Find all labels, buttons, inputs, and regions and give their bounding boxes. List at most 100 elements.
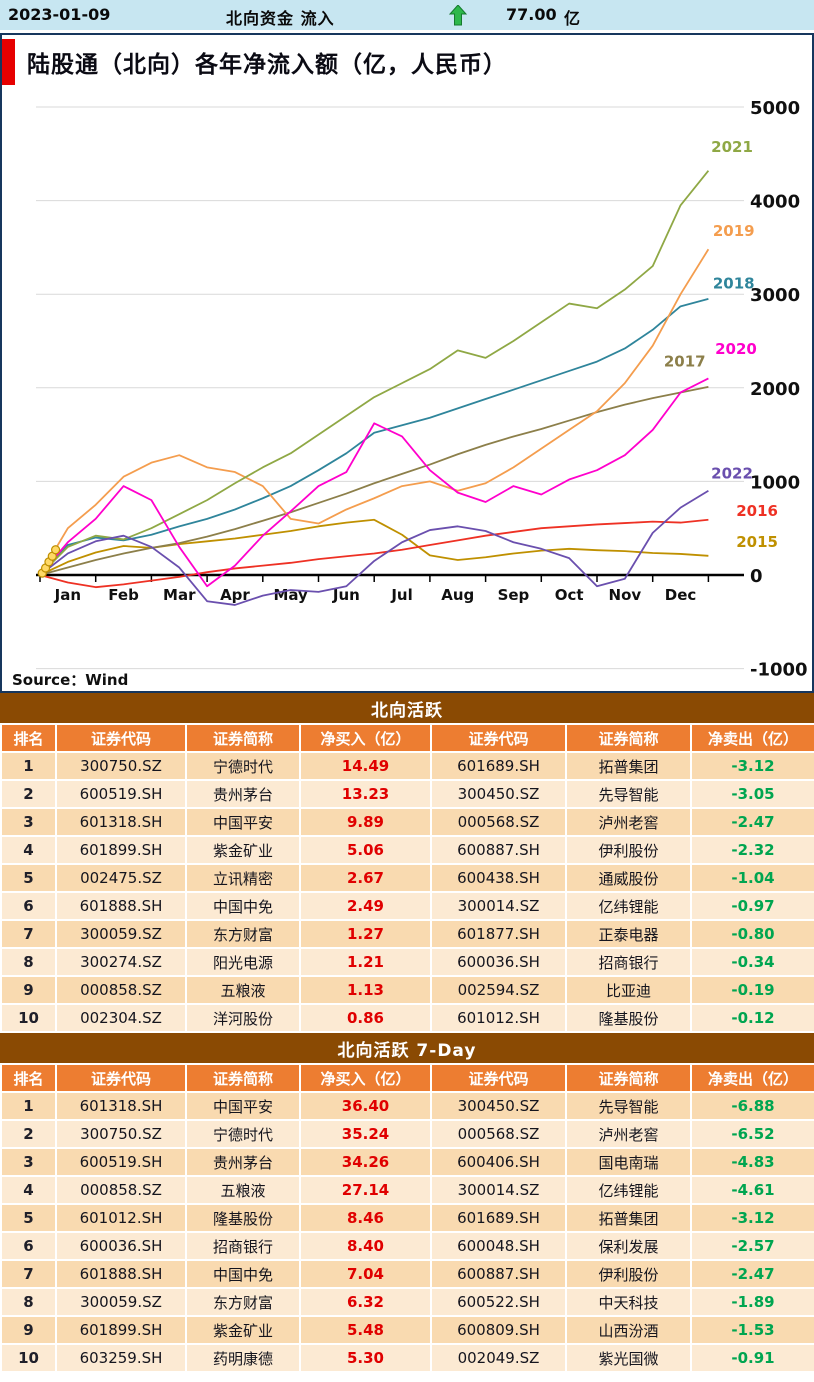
cell-buy: 5.48 (299, 1315, 432, 1345)
x-tick-label: Feb (108, 586, 139, 604)
cell-rank: 9 (0, 975, 57, 1005)
table-row: 1 601318.SH 中国平安 36.40 300450.SZ 先导智能 -6.88 (0, 1091, 814, 1121)
table-row: 9 000858.SZ 五粮液 1.13 002594.SZ 比亚迪 -0.19 (0, 975, 814, 1005)
cell-code: 600048.SH (430, 1231, 567, 1261)
cell-sell: -0.80 (690, 919, 814, 949)
red-accent-bar (2, 39, 15, 85)
cell-rank: 9 (0, 1315, 57, 1345)
y-tick-label: 3000 (750, 285, 800, 306)
cell-name: 贵州茅台 (185, 1147, 301, 1177)
cell-rank: 5 (0, 1203, 57, 1233)
cell-name: 五粮液 (185, 975, 301, 1005)
x-tick-label: Mar (163, 586, 196, 604)
cell-code: 300450.SZ (430, 779, 567, 809)
cell-rank: 10 (0, 1343, 57, 1373)
series-label-2020: 2020 (715, 340, 757, 358)
cell-code: 600519.SH (55, 1147, 187, 1177)
cell-name: 隆基股份 (565, 1003, 692, 1033)
cell-sell: -0.34 (690, 947, 814, 977)
table-row: 9 601899.SH 紫金矿业 5.48 600809.SH 山西汾酒 -1.53 (0, 1315, 814, 1345)
cell-name: 隆基股份 (185, 1203, 301, 1233)
cell-name: 伊利股份 (565, 835, 692, 865)
series-line-2016 (39, 518, 709, 589)
cell-code: 600887.SH (430, 835, 567, 865)
north-active-table: 排名 证券代码 证券简称 净买入（亿） 证券代码 证券简称 净卖出（亿） 1 300750.S… (0, 723, 814, 1033)
column-header: 证券代码 (55, 723, 187, 753)
cell-buy: 27.14 (299, 1175, 432, 1205)
cell-code: 300059.SZ (55, 1287, 187, 1317)
y-tick-label: 4000 (750, 192, 800, 213)
north-active-7day-table: 排名 证券代码 证券简称 净买入（亿） 证券代码 证券简称 净卖出（亿） 1 601318.S… (0, 1063, 814, 1373)
table-row: 7 300059.SZ 东方财富 1.27 601877.SH 正泰电器 -0.80 (0, 919, 814, 949)
cell-buy: 1.21 (299, 947, 432, 977)
y-tick-label: 1000 (750, 472, 800, 493)
cell-buy: 5.30 (299, 1343, 432, 1373)
cell-code: 600036.SH (55, 1231, 187, 1261)
cell-name: 立讯精密 (185, 863, 301, 893)
cell-rank: 4 (0, 835, 57, 865)
cell-name: 正泰电器 (565, 919, 692, 949)
table-row: 10 603259.SH 药明康德 5.30 002049.SZ 紫光国微 -0.91 (0, 1343, 814, 1373)
cell-sell: -6.88 (690, 1091, 814, 1121)
column-header: 净卖出（亿） (690, 1063, 814, 1093)
table-row: 10 002304.SZ 洋河股份 0.86 601012.SH 隆基股份 -0.12 (0, 1003, 814, 1033)
series-line-2015 (39, 518, 709, 576)
cell-name: 亿纬锂能 (565, 891, 692, 921)
series-label-2015: 2015 (736, 533, 778, 551)
column-header: 证券简称 (565, 723, 692, 753)
cell-code: 601888.SH (55, 1259, 187, 1289)
x-tick-label: Nov (609, 586, 642, 604)
cell-code: 601689.SH (430, 751, 567, 781)
column-header: 排名 (0, 1063, 57, 1093)
cell-code: 600522.SH (430, 1287, 567, 1317)
table1-body: 1 300750.SZ 宁德时代 14.49 601689.SH 拓普集团 -3.12 2 60… (0, 751, 814, 1033)
table-row: 6 600036.SH 招商银行 8.40 600048.SH 保利发展 -2.57 (0, 1231, 814, 1261)
series-label-2016: 2016 (736, 502, 778, 520)
cell-code: 601012.SH (55, 1203, 187, 1233)
column-header: 排名 (0, 723, 57, 753)
table-row: 5 002475.SZ 立讯精密 2.67 600438.SH 通威股份 -1.04 (0, 863, 814, 893)
y-tick-label: 0 (750, 566, 763, 587)
cell-sell: -3.12 (690, 751, 814, 781)
column-header: 证券简称 (185, 1063, 301, 1093)
table-row: 1 300750.SZ 宁德时代 14.49 601689.SH 拓普集团 -3.12 (0, 751, 814, 781)
y-tick-label: -1000 (750, 660, 808, 681)
cell-name: 洋河股份 (185, 1003, 301, 1033)
cell-sell: -0.12 (690, 1003, 814, 1033)
table-row: 8 300059.SZ 东方财富 6.32 600522.SH 中天科技 -1.89 (0, 1287, 814, 1317)
table1-header-row: 排名 证券代码 证券简称 净买入（亿） 证券代码 证券简称 净卖出（亿） (0, 723, 814, 753)
table-row: 7 601888.SH 中国中免 7.04 600887.SH 伊利股份 -2.47 (0, 1259, 814, 1289)
cell-rank: 6 (0, 891, 57, 921)
table-row: 4 000858.SZ 五粮液 27.14 300014.SZ 亿纬锂能 -4.61 (0, 1175, 814, 1205)
column-header: 证券简称 (185, 723, 301, 753)
date-label: 2023-01-09 (8, 5, 111, 24)
cell-code: 000858.SZ (55, 1175, 187, 1205)
cell-rank: 1 (0, 1091, 57, 1121)
cell-sell: -1.53 (690, 1315, 814, 1345)
cell-name: 通威股份 (565, 863, 692, 893)
table-row: 2 300750.SZ 宁德时代 35.24 000568.SZ 泸州老窖 -6.52 (0, 1119, 814, 1149)
cell-code: 601899.SH (55, 1315, 187, 1345)
cell-buy: 34.26 (299, 1147, 432, 1177)
data-point-2023 (50, 545, 61, 555)
cell-code: 601877.SH (430, 919, 567, 949)
cell-rank: 2 (0, 779, 57, 809)
x-tick-label: Apr (220, 586, 250, 604)
column-header: 证券代码 (430, 1063, 567, 1093)
cell-name: 山西汾酒 (565, 1315, 692, 1345)
northbound-flow-label: 北向资金 流入 (226, 9, 335, 28)
cell-code: 600406.SH (430, 1147, 567, 1177)
cell-buy: 0.86 (299, 1003, 432, 1033)
cell-name: 宁德时代 (185, 751, 301, 781)
cell-name: 保利发展 (565, 1231, 692, 1261)
cell-code: 600887.SH (430, 1259, 567, 1289)
title-row: 陆股通（北向）各年净流入额（亿，人民币） (2, 35, 812, 89)
cell-code: 000858.SZ (55, 975, 187, 1005)
series-label-2022: 2022 (711, 465, 753, 483)
source-label: Source：Wind (12, 671, 128, 689)
y-tick-label: 2000 (750, 379, 800, 400)
cell-name: 泸州老窖 (565, 807, 692, 837)
cell-code: 000568.SZ (430, 1119, 567, 1149)
cell-name: 紫光国微 (565, 1343, 692, 1373)
cell-name: 贵州茅台 (185, 779, 301, 809)
